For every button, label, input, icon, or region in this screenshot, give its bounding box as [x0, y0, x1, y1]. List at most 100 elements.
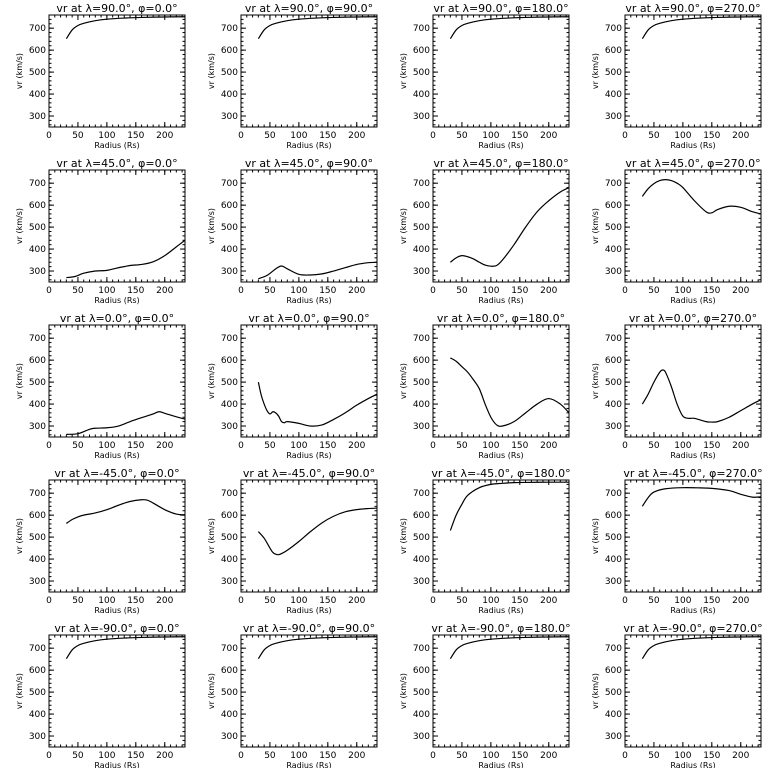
plot-frame: [240, 479, 378, 593]
y-axis-label: vr (km/s): [207, 53, 216, 89]
panel-3-3: vr at λ=0.0°, φ=180.0° 0 50 100 150 200 300 400…: [399, 312, 570, 460]
x-tick-label: 50: [648, 286, 660, 296]
y-tick-label: 300: [221, 422, 238, 432]
y-tick-label: 300: [221, 112, 238, 122]
panel-title: vr at λ=-90.0°, φ=180.0°: [431, 622, 570, 635]
panel-title: vr at λ=0.0°, φ=180.0°: [437, 312, 565, 325]
y-tick-label: 500: [29, 68, 46, 78]
y-tick-label: 500: [413, 533, 430, 543]
y-tick-label: 500: [221, 223, 238, 233]
x-tick-label: 0: [238, 131, 244, 141]
plot-frame: [432, 169, 570, 283]
y-axis-label: vr (km/s): [591, 208, 600, 244]
x-tick-label: 0: [622, 131, 628, 141]
x-axis-label: Radius (Rs): [670, 606, 715, 615]
panel-3-2: vr at λ=0.0°, φ=90.0° 0 50 100 150 200 300 400 5…: [207, 312, 378, 460]
panel-3-1: vr at λ=0.0°, φ=0.0° 0 50 100 150 200 300 400 50…: [15, 312, 186, 460]
x-tick-label: 150: [511, 596, 528, 606]
panel-1-1: vr at λ=90.0°, φ=0.0° 0 50 100 150 200 300 400 5…: [15, 2, 186, 150]
y-tick-label: 300: [605, 112, 622, 122]
velocity-curve: [641, 16, 762, 40]
y-axis-label: vr (km/s): [15, 363, 24, 399]
panel-title: vr at λ=-90.0°, φ=0.0°: [54, 622, 179, 635]
y-tick-label: 700: [605, 489, 622, 499]
x-tick-label: 50: [456, 751, 468, 761]
y-tick-label: 300: [605, 732, 622, 742]
x-tick-label: 100: [98, 441, 115, 451]
x-tick-label: 200: [348, 751, 365, 761]
x-tick-label: 100: [674, 286, 691, 296]
x-tick-label: 100: [482, 596, 499, 606]
panel-title: vr at λ=45.0°, φ=270.0°: [625, 157, 760, 170]
y-tick-label: 600: [413, 511, 430, 521]
panel-title: vr at λ=-45.0°, φ=180.0°: [431, 467, 570, 480]
y-tick-label: 600: [221, 356, 238, 366]
y-tick-label: 700: [221, 334, 238, 344]
y-tick-label: 400: [413, 245, 430, 255]
x-tick-label: 100: [290, 131, 307, 141]
y-tick-label: 600: [413, 666, 430, 676]
panel-1-2: vr at λ=90.0°, φ=90.0° 0 50 100 150 200 300 400…: [207, 2, 378, 150]
x-tick-label: 150: [319, 286, 336, 296]
velocity-curve: [65, 636, 186, 660]
x-tick-label: 0: [430, 596, 436, 606]
x-tick-label: 50: [648, 596, 660, 606]
panel-title: vr at λ=90.0°, φ=180.0°: [433, 2, 568, 15]
y-tick-label: 500: [29, 533, 46, 543]
panel-2-4: vr at λ=45.0°, φ=270.0° 0 50 100 150 200 300 40…: [591, 157, 762, 305]
y-tick-label: 500: [29, 688, 46, 698]
x-tick-label: 100: [482, 131, 499, 141]
x-tick-label: 50: [264, 441, 276, 451]
x-tick-label: 50: [648, 441, 660, 451]
y-tick-label: 700: [29, 489, 46, 499]
x-tick-label: 100: [290, 286, 307, 296]
y-axis-label: vr (km/s): [591, 363, 600, 399]
x-tick-label: 50: [456, 131, 468, 141]
panel-1-4: vr at λ=90.0°, φ=270.0° 0 50 100 150 200 300 40…: [591, 2, 762, 150]
y-tick-label: 700: [29, 644, 46, 654]
panel-title: vr at λ=0.0°, φ=90.0°: [248, 312, 369, 325]
y-axis-label: vr (km/s): [15, 53, 24, 89]
x-tick-label: 100: [98, 131, 115, 141]
x-tick-label: 0: [622, 441, 628, 451]
x-tick-label: 0: [622, 286, 628, 296]
y-tick-label: 300: [413, 732, 430, 742]
x-tick-label: 0: [46, 441, 52, 451]
x-axis-label: Radius (Rs): [670, 141, 715, 150]
y-tick-label: 300: [413, 577, 430, 587]
y-tick-label: 300: [29, 422, 46, 432]
x-tick-label: 50: [72, 596, 84, 606]
x-tick-label: 100: [674, 751, 691, 761]
velocity-curve: [449, 481, 570, 531]
y-tick-label: 300: [605, 422, 622, 432]
y-tick-label: 500: [221, 533, 238, 543]
y-tick-label: 300: [221, 267, 238, 277]
x-tick-label: 0: [430, 441, 436, 451]
x-tick-label: 150: [703, 131, 720, 141]
x-tick-label: 0: [46, 751, 52, 761]
y-tick-label: 700: [29, 334, 46, 344]
y-tick-label: 700: [29, 24, 46, 34]
x-axis-label: Radius (Rs): [478, 141, 523, 150]
y-tick-label: 600: [605, 666, 622, 676]
y-tick-label: 400: [221, 245, 238, 255]
x-tick-label: 150: [127, 441, 144, 451]
x-tick-label: 100: [674, 131, 691, 141]
x-axis-label: Radius (Rs): [94, 606, 139, 615]
y-tick-label: 700: [413, 179, 430, 189]
plot-frame: [432, 634, 570, 748]
x-tick-label: 50: [648, 751, 660, 761]
plot-frame: [240, 169, 378, 283]
y-tick-label: 600: [29, 356, 46, 366]
y-tick-label: 400: [221, 710, 238, 720]
x-tick-label: 50: [648, 131, 660, 141]
y-tick-label: 500: [221, 68, 238, 78]
x-tick-label: 100: [482, 751, 499, 761]
x-tick-label: 100: [98, 596, 115, 606]
velocity-curve: [641, 369, 762, 423]
y-tick-label: 600: [221, 46, 238, 56]
x-tick-label: 0: [430, 286, 436, 296]
y-axis-label: vr (km/s): [399, 363, 408, 399]
x-tick-label: 100: [482, 441, 499, 451]
y-axis-label: vr (km/s): [399, 208, 408, 244]
